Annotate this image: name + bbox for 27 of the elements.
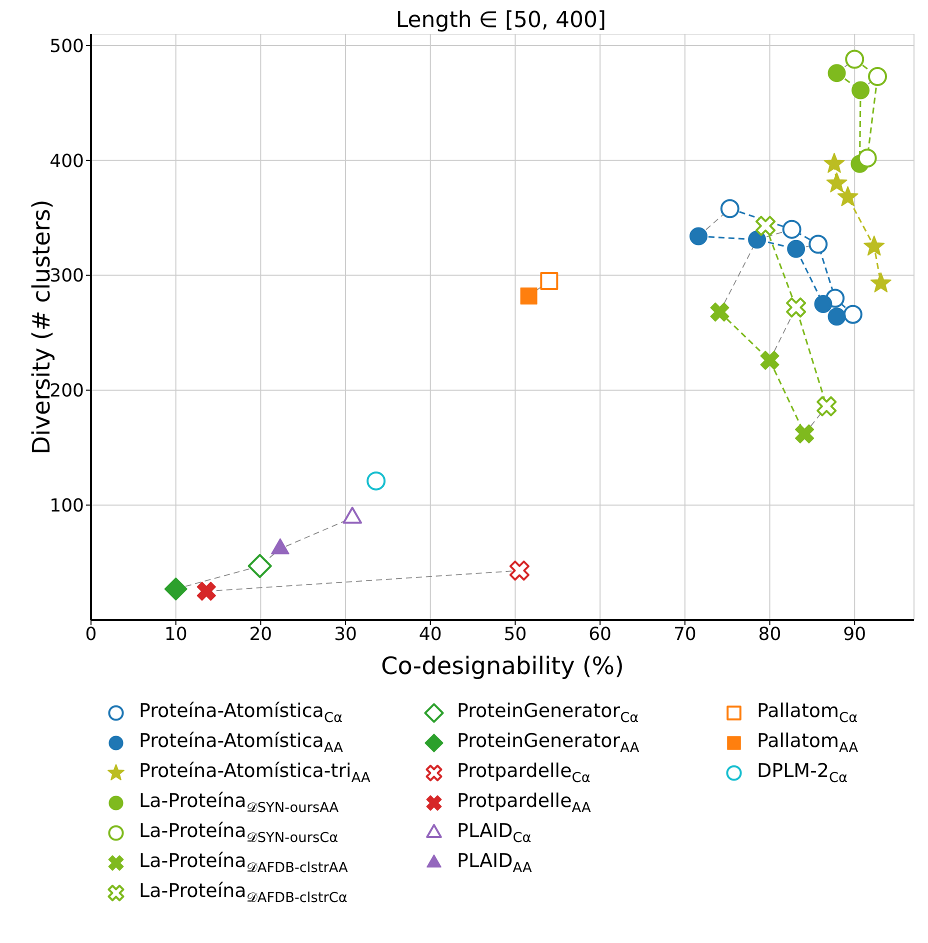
legend-label: ProteinGenerator$_{AA}$ bbox=[457, 730, 640, 756]
legend-label: DPLM-2$_{Cα}$ bbox=[757, 760, 848, 786]
x-tick-label: 60 bbox=[588, 624, 612, 645]
y-tick-label: 400 bbox=[50, 150, 84, 172]
x-tick-label: 50 bbox=[504, 624, 527, 645]
x-tick-label: 40 bbox=[418, 624, 442, 645]
x-axis-title: Co-designability (%) bbox=[381, 652, 624, 680]
x-tick-label: 20 bbox=[249, 624, 272, 645]
x-tick-label: 30 bbox=[334, 624, 357, 645]
legend-label: Protpardelle$_{Cα}$ bbox=[457, 760, 590, 786]
legend-label: Proteína-Atomística-tri$_{AA}$ bbox=[139, 760, 370, 786]
y-tick-label: 100 bbox=[50, 495, 84, 516]
legend-label: ProteinGenerator$_{Cα}$ bbox=[457, 700, 639, 726]
legend-label: Protpardelle$_{AA}$ bbox=[457, 790, 591, 816]
legend-label: PLAID$_{Cα}$ bbox=[457, 820, 532, 846]
x-tick-label: 70 bbox=[673, 624, 696, 645]
x-tick-label: 0 bbox=[85, 624, 97, 645]
legend-label: PLAID$_{AA}$ bbox=[457, 850, 532, 876]
x-tick-label: 90 bbox=[843, 624, 866, 645]
legend-label: Pallatom$_{AA}$ bbox=[757, 730, 858, 756]
legend-label: Pallatom$_{Cα}$ bbox=[757, 700, 858, 726]
chart-title: Length ∈ [50, 400] bbox=[394, 8, 608, 34]
y-tick-label: 500 bbox=[50, 36, 84, 57]
legend-label: Proteína-Atomística$_{AA}$ bbox=[139, 730, 344, 756]
x-tick-label: 80 bbox=[758, 624, 782, 645]
legend-label: Proteína-Atomística$_{Cα}$ bbox=[139, 700, 342, 726]
x-tick-label: 10 bbox=[164, 624, 188, 645]
